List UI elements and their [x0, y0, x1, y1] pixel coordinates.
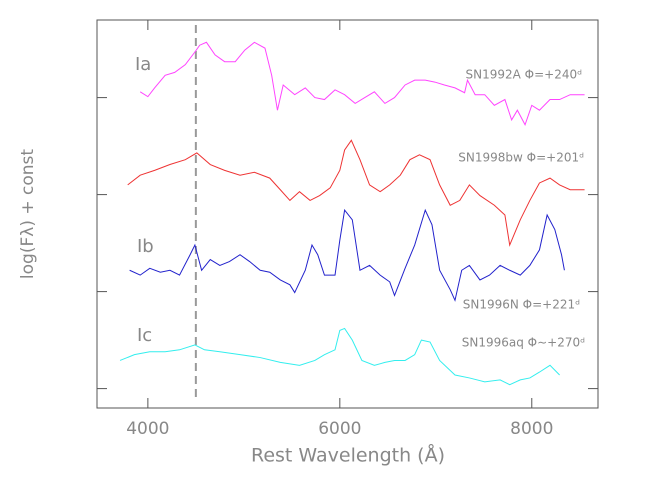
x-tick-label: 4000: [126, 419, 169, 439]
class-label: Ib: [137, 236, 154, 257]
spectrum-line: [129, 208, 565, 302]
x-tick-label: 6000: [318, 419, 361, 439]
series-label: SN1998bw Φ=+201ᵈ: [458, 151, 584, 165]
plot-frame: [96, 19, 599, 409]
series-label: SN1996aq Φ∼+270ᵈ: [462, 336, 585, 350]
class-label: Ic: [137, 325, 152, 346]
x-tick-label: 8000: [510, 419, 553, 439]
spectrum-line: [127, 139, 585, 247]
series-label: SN1992A Φ=+240ᵈ: [466, 68, 583, 82]
series-label: SN1996N Φ=+221ᵈ: [463, 298, 580, 312]
class-label: Ia: [135, 54, 151, 75]
y-axis-label: log(Fλ) + const: [18, 149, 38, 279]
spectrum-line: [119, 327, 560, 386]
x-axis-label: Rest Wavelength (Å): [251, 444, 445, 467]
spectrum-line: [139, 41, 585, 127]
